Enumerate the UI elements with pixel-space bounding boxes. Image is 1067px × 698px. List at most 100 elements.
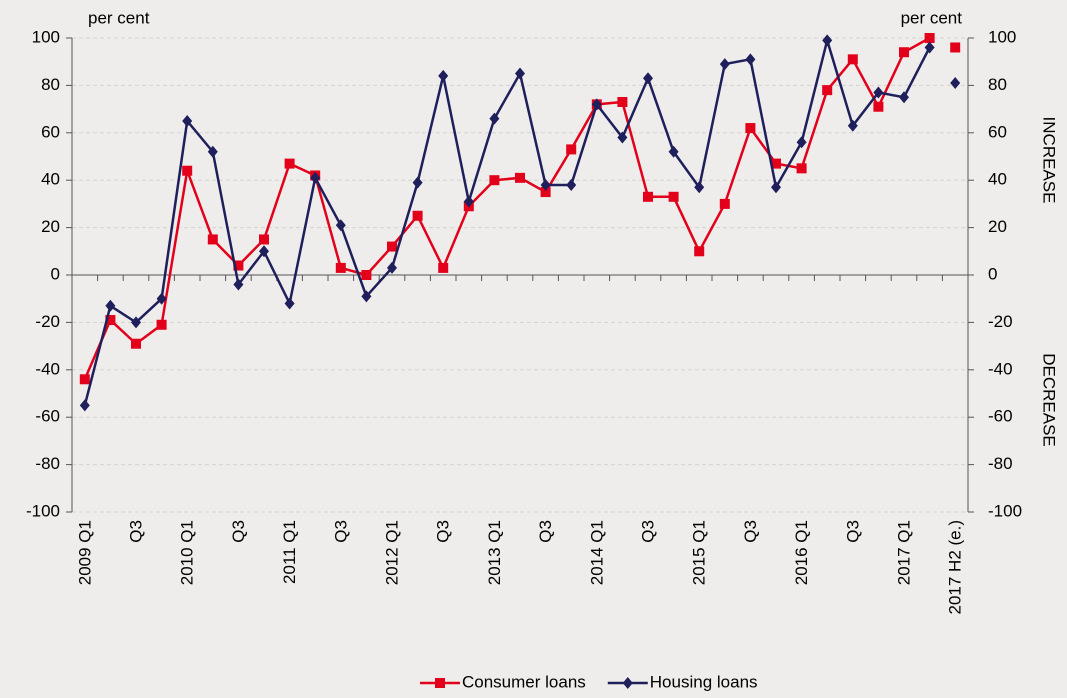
x-tick-label: Q3 — [229, 520, 248, 543]
marker — [361, 290, 372, 303]
annotation: INCREASE — [1040, 117, 1059, 204]
marker — [361, 270, 372, 280]
x-tick-label: Q3 — [536, 520, 555, 543]
marker — [412, 210, 423, 221]
marker — [515, 67, 525, 80]
y2-tick-label: 100 — [988, 27, 1016, 46]
marker — [873, 86, 884, 99]
x-tick-label: Q3 — [843, 520, 862, 543]
marker — [540, 187, 551, 198]
marker — [771, 158, 781, 169]
marker — [105, 299, 116, 312]
y2-tick-label: -20 — [988, 312, 1013, 331]
marker — [622, 677, 633, 689]
y-tick-label: -100 — [26, 501, 60, 520]
x-tick-label: Q3 — [434, 520, 453, 543]
y-tick-label: 0 — [51, 264, 60, 283]
marker — [182, 165, 193, 176]
marker — [847, 119, 858, 132]
marker — [668, 145, 679, 158]
marker — [847, 54, 858, 65]
legend-label: Housing loans — [650, 672, 758, 691]
x-tick-label: 2012 Q1 — [382, 520, 401, 585]
marker — [924, 33, 935, 43]
marker — [822, 85, 833, 96]
y2-tick-label: 40 — [988, 170, 1007, 189]
marker — [284, 297, 295, 310]
x-tick-label: 2013 Q1 — [485, 520, 504, 585]
y2-tick-label: -60 — [988, 407, 1013, 426]
y-tick-label: 100 — [32, 27, 60, 46]
y-tick-label: 60 — [41, 122, 60, 141]
marker — [822, 34, 833, 47]
y-tick-label: 40 — [41, 170, 60, 189]
marker — [182, 114, 193, 127]
x-tick-label: 2017 Q1 — [894, 520, 913, 585]
y-tick-label: 80 — [41, 75, 60, 94]
legend-label: Consumer loans — [462, 672, 586, 691]
marker — [156, 319, 167, 330]
y2-tick-label: 20 — [988, 217, 1007, 236]
marker — [438, 69, 449, 82]
marker — [745, 123, 756, 134]
marker — [591, 98, 602, 111]
marker — [438, 262, 449, 273]
y-tick-label: -80 — [35, 454, 60, 473]
marker — [643, 72, 653, 85]
marker — [950, 42, 961, 53]
marker — [719, 198, 730, 209]
marker — [540, 178, 551, 191]
marker — [463, 195, 474, 208]
marker — [566, 144, 577, 155]
marker — [796, 136, 807, 149]
series-line — [83, 35, 931, 406]
y-tick-label: -40 — [35, 359, 60, 378]
marker — [259, 234, 269, 245]
marker — [412, 176, 423, 189]
marker — [131, 316, 141, 329]
marker — [694, 181, 705, 194]
marker — [131, 338, 141, 349]
marker — [233, 260, 244, 271]
y2-tick-label: -100 — [988, 501, 1022, 520]
marker — [284, 158, 295, 169]
marker — [233, 278, 244, 291]
x-tick-label: Q3 — [741, 520, 760, 543]
marker — [489, 175, 500, 186]
marker — [207, 145, 218, 158]
marker — [566, 178, 577, 191]
y-tick-label: -20 — [35, 312, 60, 331]
y2-tick-label: 60 — [988, 122, 1007, 141]
marker — [668, 191, 679, 202]
marker — [335, 219, 346, 232]
marker — [771, 181, 781, 194]
marker — [924, 41, 935, 54]
y-tick-label: 20 — [41, 217, 60, 236]
x-tick-label: 2010 Q1 — [178, 520, 197, 585]
marker — [745, 53, 756, 66]
marker — [719, 58, 730, 71]
marker — [489, 112, 500, 125]
x-tick-label: 2011 Q1 — [280, 520, 299, 584]
marker — [950, 77, 961, 90]
marker — [79, 399, 90, 412]
x-tick-label: Q3 — [638, 520, 657, 543]
y2-tick-label: -80 — [988, 454, 1013, 473]
marker — [156, 292, 167, 305]
x-tick-label: Q3 — [331, 520, 350, 543]
x-tick-label: 2014 Q1 — [587, 520, 606, 585]
series-line — [83, 36, 931, 380]
y2-tick-label: 0 — [988, 264, 997, 283]
marker — [796, 163, 807, 174]
marker — [105, 315, 116, 326]
y-axis-label: per cent — [88, 8, 150, 27]
annotation: DECREASE — [1040, 353, 1059, 447]
marker — [617, 96, 628, 107]
marker — [335, 262, 346, 273]
x-tick-label: Q3 — [126, 520, 145, 543]
y2-axis-label: per cent — [901, 8, 963, 27]
marker — [899, 47, 909, 58]
x-tick-label: 2017 H2 (e.) — [946, 520, 965, 615]
marker — [310, 171, 321, 184]
